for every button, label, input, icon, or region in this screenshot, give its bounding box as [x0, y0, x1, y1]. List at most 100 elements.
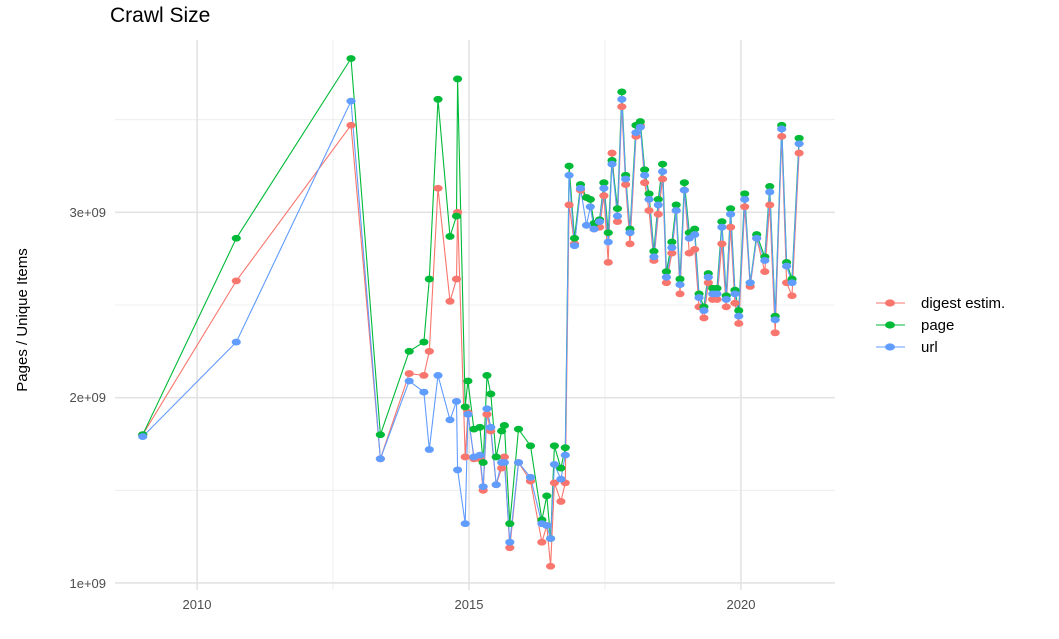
data-point [231, 277, 241, 285]
data-point [497, 464, 507, 472]
y-tick-label: 3e+09 [69, 205, 106, 220]
data-point [451, 397, 462, 405]
data-point [445, 297, 455, 305]
legend-item-url: url [876, 339, 938, 356]
data-point [346, 121, 356, 129]
data-point [644, 190, 654, 198]
data-point [499, 453, 509, 461]
data-point [482, 372, 492, 379]
data-point [404, 377, 414, 385]
data-point [765, 201, 775, 209]
data-point [499, 459, 509, 466]
data-point [549, 442, 559, 450]
data-point [760, 257, 770, 264]
data-point [740, 190, 750, 198]
data-point [690, 225, 700, 233]
data-point [667, 249, 677, 257]
data-point [599, 192, 609, 200]
data-point [589, 225, 599, 233]
data-point [433, 372, 443, 379]
data-point [649, 247, 659, 255]
data-point [770, 316, 780, 324]
data-point [644, 195, 654, 203]
data-point [745, 279, 755, 287]
data-point [419, 388, 429, 396]
y-tick-label: 1e+09 [69, 576, 106, 591]
data-point [375, 431, 385, 439]
data-point [679, 186, 689, 194]
data-point [640, 166, 650, 174]
data-point [231, 234, 241, 242]
data-point [649, 253, 659, 261]
data-point [460, 520, 470, 528]
series-line-digest-estim- [142, 106, 800, 567]
data-point [603, 229, 613, 237]
data-point [653, 210, 663, 218]
data-point [617, 95, 627, 103]
data-point [644, 207, 654, 214]
data-point [542, 522, 552, 529]
data-point [717, 218, 727, 226]
data-point [658, 175, 668, 183]
data-point [497, 427, 507, 435]
data-point [734, 320, 744, 327]
data-point [621, 181, 631, 188]
legend-key-point [885, 321, 895, 329]
data-point [585, 195, 595, 203]
data-point [404, 347, 414, 355]
data-point [607, 149, 617, 157]
data-point [560, 444, 570, 452]
data-point [451, 212, 462, 220]
data-point [581, 221, 592, 229]
data-point [740, 203, 750, 211]
series-line-url [142, 99, 800, 543]
series-points [138, 55, 804, 570]
data-point [640, 171, 650, 179]
data-point [486, 423, 496, 431]
data-point [375, 455, 385, 463]
data-point [653, 201, 663, 209]
data-point [505, 538, 515, 546]
data-point [667, 238, 677, 246]
data-point [564, 162, 574, 170]
data-point [782, 262, 792, 270]
data-point [433, 95, 443, 103]
x-axis: 2010 2015 2020 [183, 597, 756, 612]
data-point [653, 195, 663, 203]
data-point [569, 234, 580, 242]
data-point [505, 544, 515, 552]
data-point [612, 205, 623, 213]
data-point [556, 464, 566, 472]
data-point [513, 425, 524, 433]
data-point [452, 466, 463, 474]
data-point [667, 244, 677, 251]
data-point [690, 231, 700, 238]
data-point [712, 284, 722, 292]
legend-item-page: page [876, 317, 954, 334]
data-point [717, 240, 727, 248]
data-point [717, 223, 727, 231]
data-point [603, 238, 613, 246]
data-point [138, 433, 148, 440]
data-point [631, 129, 641, 137]
data-point [460, 453, 470, 461]
data-point [560, 451, 570, 459]
data-point [575, 184, 586, 192]
data-point [419, 338, 429, 346]
data-point [699, 307, 709, 314]
data-point [671, 201, 681, 209]
data-point [777, 125, 787, 133]
data-point [703, 273, 713, 281]
data-point [794, 134, 804, 142]
legend-label: url [921, 339, 938, 356]
y-axis-label: Pages / Unique Items [14, 248, 31, 391]
data-point [712, 290, 722, 298]
data-point [734, 307, 744, 314]
data-point [599, 179, 609, 187]
data-point [486, 390, 496, 398]
data-point [424, 275, 434, 283]
data-point [787, 279, 797, 287]
data-point [445, 416, 455, 424]
data-point [690, 246, 700, 253]
